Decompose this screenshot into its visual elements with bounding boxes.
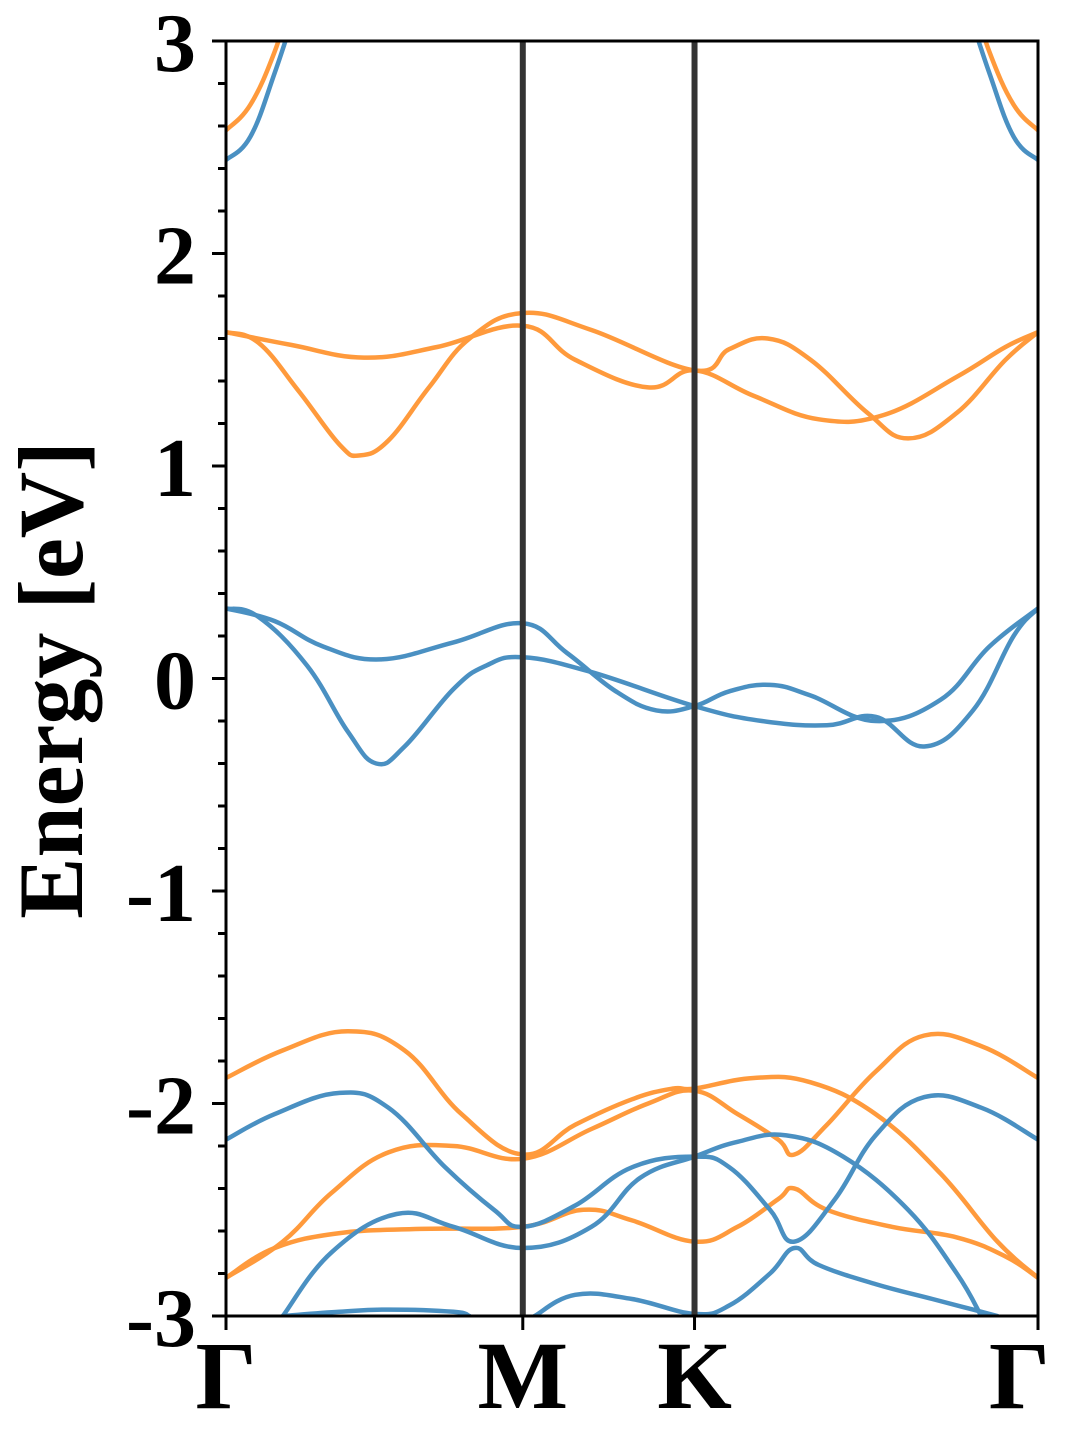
band-line-2	[226, 323, 1038, 425]
y-axis-label: Energy [eV]	[0, 441, 102, 919]
band-line-13	[280, 1132, 984, 1316]
band-line-14	[280, 1307, 472, 1316]
y-tick-label: -2	[126, 1060, 196, 1153]
band-line-6	[226, 41, 288, 163]
band-line-7	[983, 41, 1038, 133]
band-line-3	[226, 606, 1038, 767]
band-line-15	[532, 1245, 1000, 1316]
band-line-4	[226, 606, 1038, 724]
band-line-10	[226, 1031, 1038, 1281]
x-tick-label-3: Γ	[989, 1322, 1050, 1429]
y-tick-label: 3	[154, 0, 196, 90]
plot-frame	[224, 39, 1040, 1318]
band-line-9	[226, 1029, 1038, 1281]
y-axis-ticks: -3 -2 -1 0 1 2 3	[126, 0, 226, 1365]
band-line-1	[226, 310, 1038, 459]
band-lines	[226, 41, 1038, 1316]
band-line-11	[226, 1185, 1038, 1281]
y-tick-label: 1	[154, 422, 196, 515]
x-tick-label-0: Γ	[195, 1322, 256, 1429]
high-symmetry-lines	[519, 41, 698, 1316]
y-tick-label: -1	[126, 847, 196, 940]
x-tick-label-1: M	[477, 1322, 568, 1429]
y-tick-label: 2	[154, 210, 196, 303]
x-tick-label-2: K	[657, 1322, 732, 1429]
band-line-8	[976, 41, 1038, 163]
y-tick-label: 0	[154, 635, 196, 728]
band-line-5	[226, 41, 281, 133]
y-tick-label: -3	[126, 1272, 196, 1365]
band-line-12	[226, 1090, 1038, 1244]
